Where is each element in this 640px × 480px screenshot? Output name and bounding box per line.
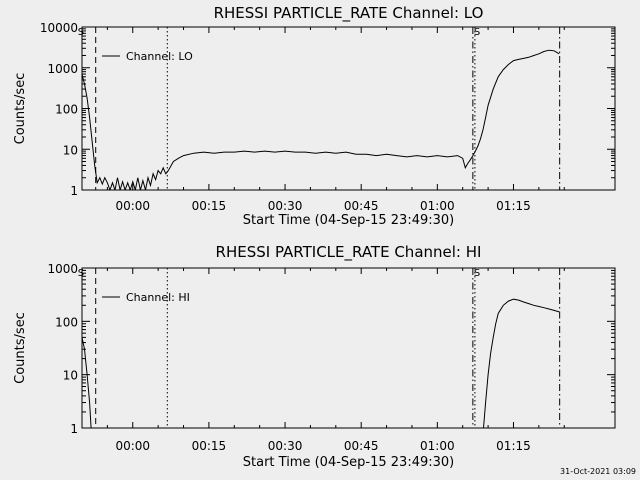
y-tick-label: 10 bbox=[63, 369, 78, 383]
lo-channel-panel: RHESSI PARTICLE_RATE Channel: LO Start Ti… bbox=[13, 4, 616, 228]
legend-label: Channel: LO bbox=[126, 50, 193, 63]
data-series-line bbox=[82, 49, 560, 190]
x-tick-label: 00:45 bbox=[344, 199, 379, 213]
x-tick-label: 00:30 bbox=[268, 199, 303, 213]
data-series-line bbox=[82, 337, 92, 428]
chart-title: RHESSI PARTICLE_RATE Channel: LO bbox=[214, 4, 484, 23]
y-axis-label: Counts/sec bbox=[13, 73, 28, 145]
y-axis-label: Counts/sec bbox=[13, 312, 28, 384]
x-tick-label: 01:00 bbox=[420, 199, 455, 213]
y-tick-label: 100 bbox=[55, 103, 78, 117]
y-tick-label: 1000 bbox=[47, 262, 78, 276]
saa-flag-label: S bbox=[78, 268, 84, 279]
x-tick-label: 00:00 bbox=[115, 439, 150, 453]
hi-channel-panel: RHESSI PARTICLE_RATE Channel: HI Start Ti… bbox=[13, 243, 616, 470]
x-tick-label: 01:15 bbox=[496, 199, 531, 213]
x-tick-label: 01:00 bbox=[420, 439, 455, 453]
saa-flag-label: S bbox=[78, 27, 84, 38]
chart-title: RHESSI PARTICLE_RATE Channel: HI bbox=[216, 243, 482, 262]
legend-label: Channel: HI bbox=[126, 291, 190, 304]
x-tick-label: 00:30 bbox=[268, 439, 303, 453]
y-tick-label: 10 bbox=[63, 143, 78, 157]
y-tick-label: 1000 bbox=[47, 62, 78, 76]
x-axis-label: Start Time (04-Sep-15 23:49:30) bbox=[243, 455, 454, 470]
saa-flag-label: S bbox=[474, 268, 480, 279]
timestamp-label: 31-Oct-2021 03:09 bbox=[560, 467, 636, 476]
x-tick-label: 00:00 bbox=[115, 199, 150, 213]
x-axis-label: Start Time (04-Sep-15 23:49:30) bbox=[243, 213, 454, 228]
y-tick-label: 100 bbox=[55, 315, 78, 329]
x-tick-label: 00:15 bbox=[192, 199, 227, 213]
x-tick-label: 01:15 bbox=[496, 439, 531, 453]
y-tick-label: 1 bbox=[70, 422, 78, 436]
x-tick-label: 00:45 bbox=[344, 439, 379, 453]
y-tick-label: 1 bbox=[70, 184, 78, 198]
data-series-line bbox=[483, 298, 560, 428]
saa-flag-label: S bbox=[474, 27, 480, 38]
y-tick-label: 10000 bbox=[40, 21, 78, 35]
x-tick-label: 00:15 bbox=[192, 439, 227, 453]
plot-frame bbox=[81, 267, 616, 429]
